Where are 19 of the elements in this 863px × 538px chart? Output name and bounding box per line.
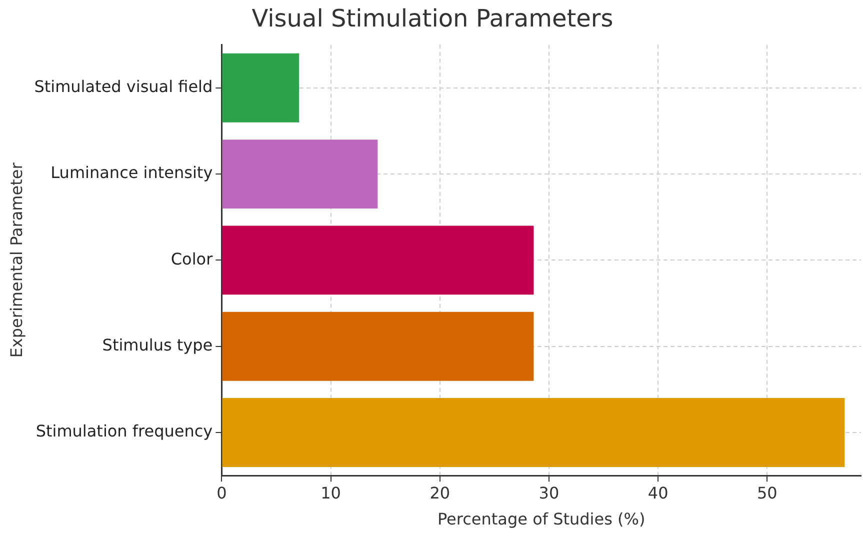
x-tick-label: 40 (648, 483, 668, 502)
y-tick-label: Color (170, 249, 214, 268)
y-axis-title: Experimental Parameter (6, 162, 26, 358)
bar (222, 398, 845, 467)
x-tick-label: 20 (430, 483, 450, 502)
y-tick-label: Stimulated visual field (34, 77, 213, 96)
bar (222, 226, 534, 295)
x-tick-label: 50 (756, 483, 778, 502)
x-tick-label: 10 (320, 483, 341, 502)
bar (222, 140, 378, 209)
chart-title: Visual Stimulation Parameters (252, 4, 614, 33)
bar (222, 312, 534, 381)
y-tick-label: Stimulus type (102, 336, 213, 355)
x-tick-label: 0 (216, 483, 227, 502)
x-tick-label: 30 (538, 483, 560, 502)
y-tick-label: Luminance intensity (50, 163, 213, 182)
x-axis-title: Percentage of Studies (%) (437, 510, 646, 529)
bar (222, 53, 300, 122)
y-tick-label: Stimulation frequency (36, 422, 213, 441)
